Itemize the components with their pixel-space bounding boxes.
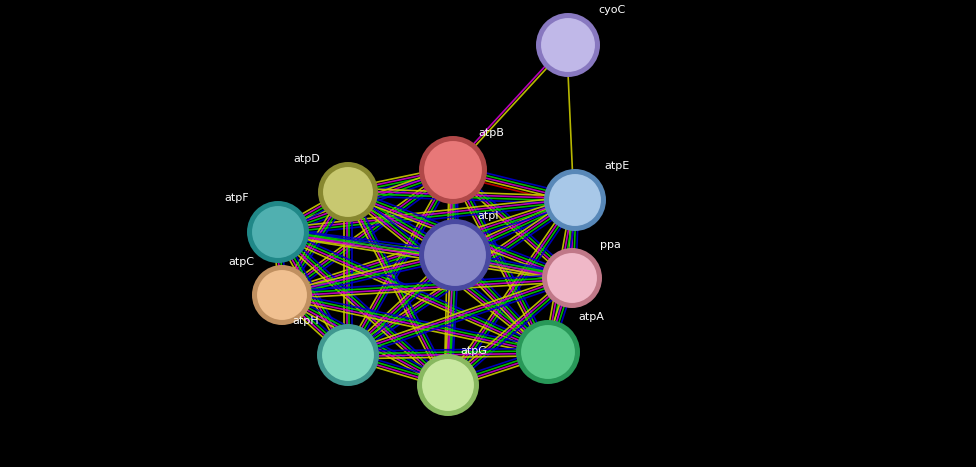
Circle shape (256, 269, 308, 321)
Circle shape (423, 140, 483, 200)
Text: ppa: ppa (600, 240, 621, 250)
Circle shape (419, 136, 487, 204)
Circle shape (540, 17, 596, 73)
Text: atpH: atpH (293, 316, 319, 326)
Text: atpF: atpF (224, 193, 249, 203)
Circle shape (318, 162, 378, 222)
Circle shape (520, 324, 576, 380)
Circle shape (317, 324, 379, 386)
Circle shape (322, 166, 374, 218)
Text: atpA: atpA (578, 312, 604, 322)
Circle shape (423, 223, 487, 287)
Circle shape (542, 248, 602, 308)
Circle shape (417, 354, 479, 416)
Circle shape (548, 173, 602, 227)
Text: cyoC: cyoC (598, 5, 626, 15)
Circle shape (251, 205, 305, 259)
Circle shape (321, 328, 375, 382)
Text: atpC: atpC (228, 257, 254, 267)
Text: atpI: atpI (477, 211, 499, 221)
Circle shape (252, 265, 312, 325)
Circle shape (247, 201, 309, 263)
Circle shape (536, 13, 600, 77)
Text: atpD: atpD (293, 154, 320, 164)
Circle shape (419, 219, 491, 291)
Circle shape (544, 169, 606, 231)
Circle shape (516, 320, 580, 384)
Circle shape (546, 252, 598, 304)
Text: atpB: atpB (478, 128, 504, 138)
Text: atpG: atpG (460, 346, 487, 356)
Text: atpE: atpE (604, 161, 630, 171)
Circle shape (421, 358, 475, 412)
